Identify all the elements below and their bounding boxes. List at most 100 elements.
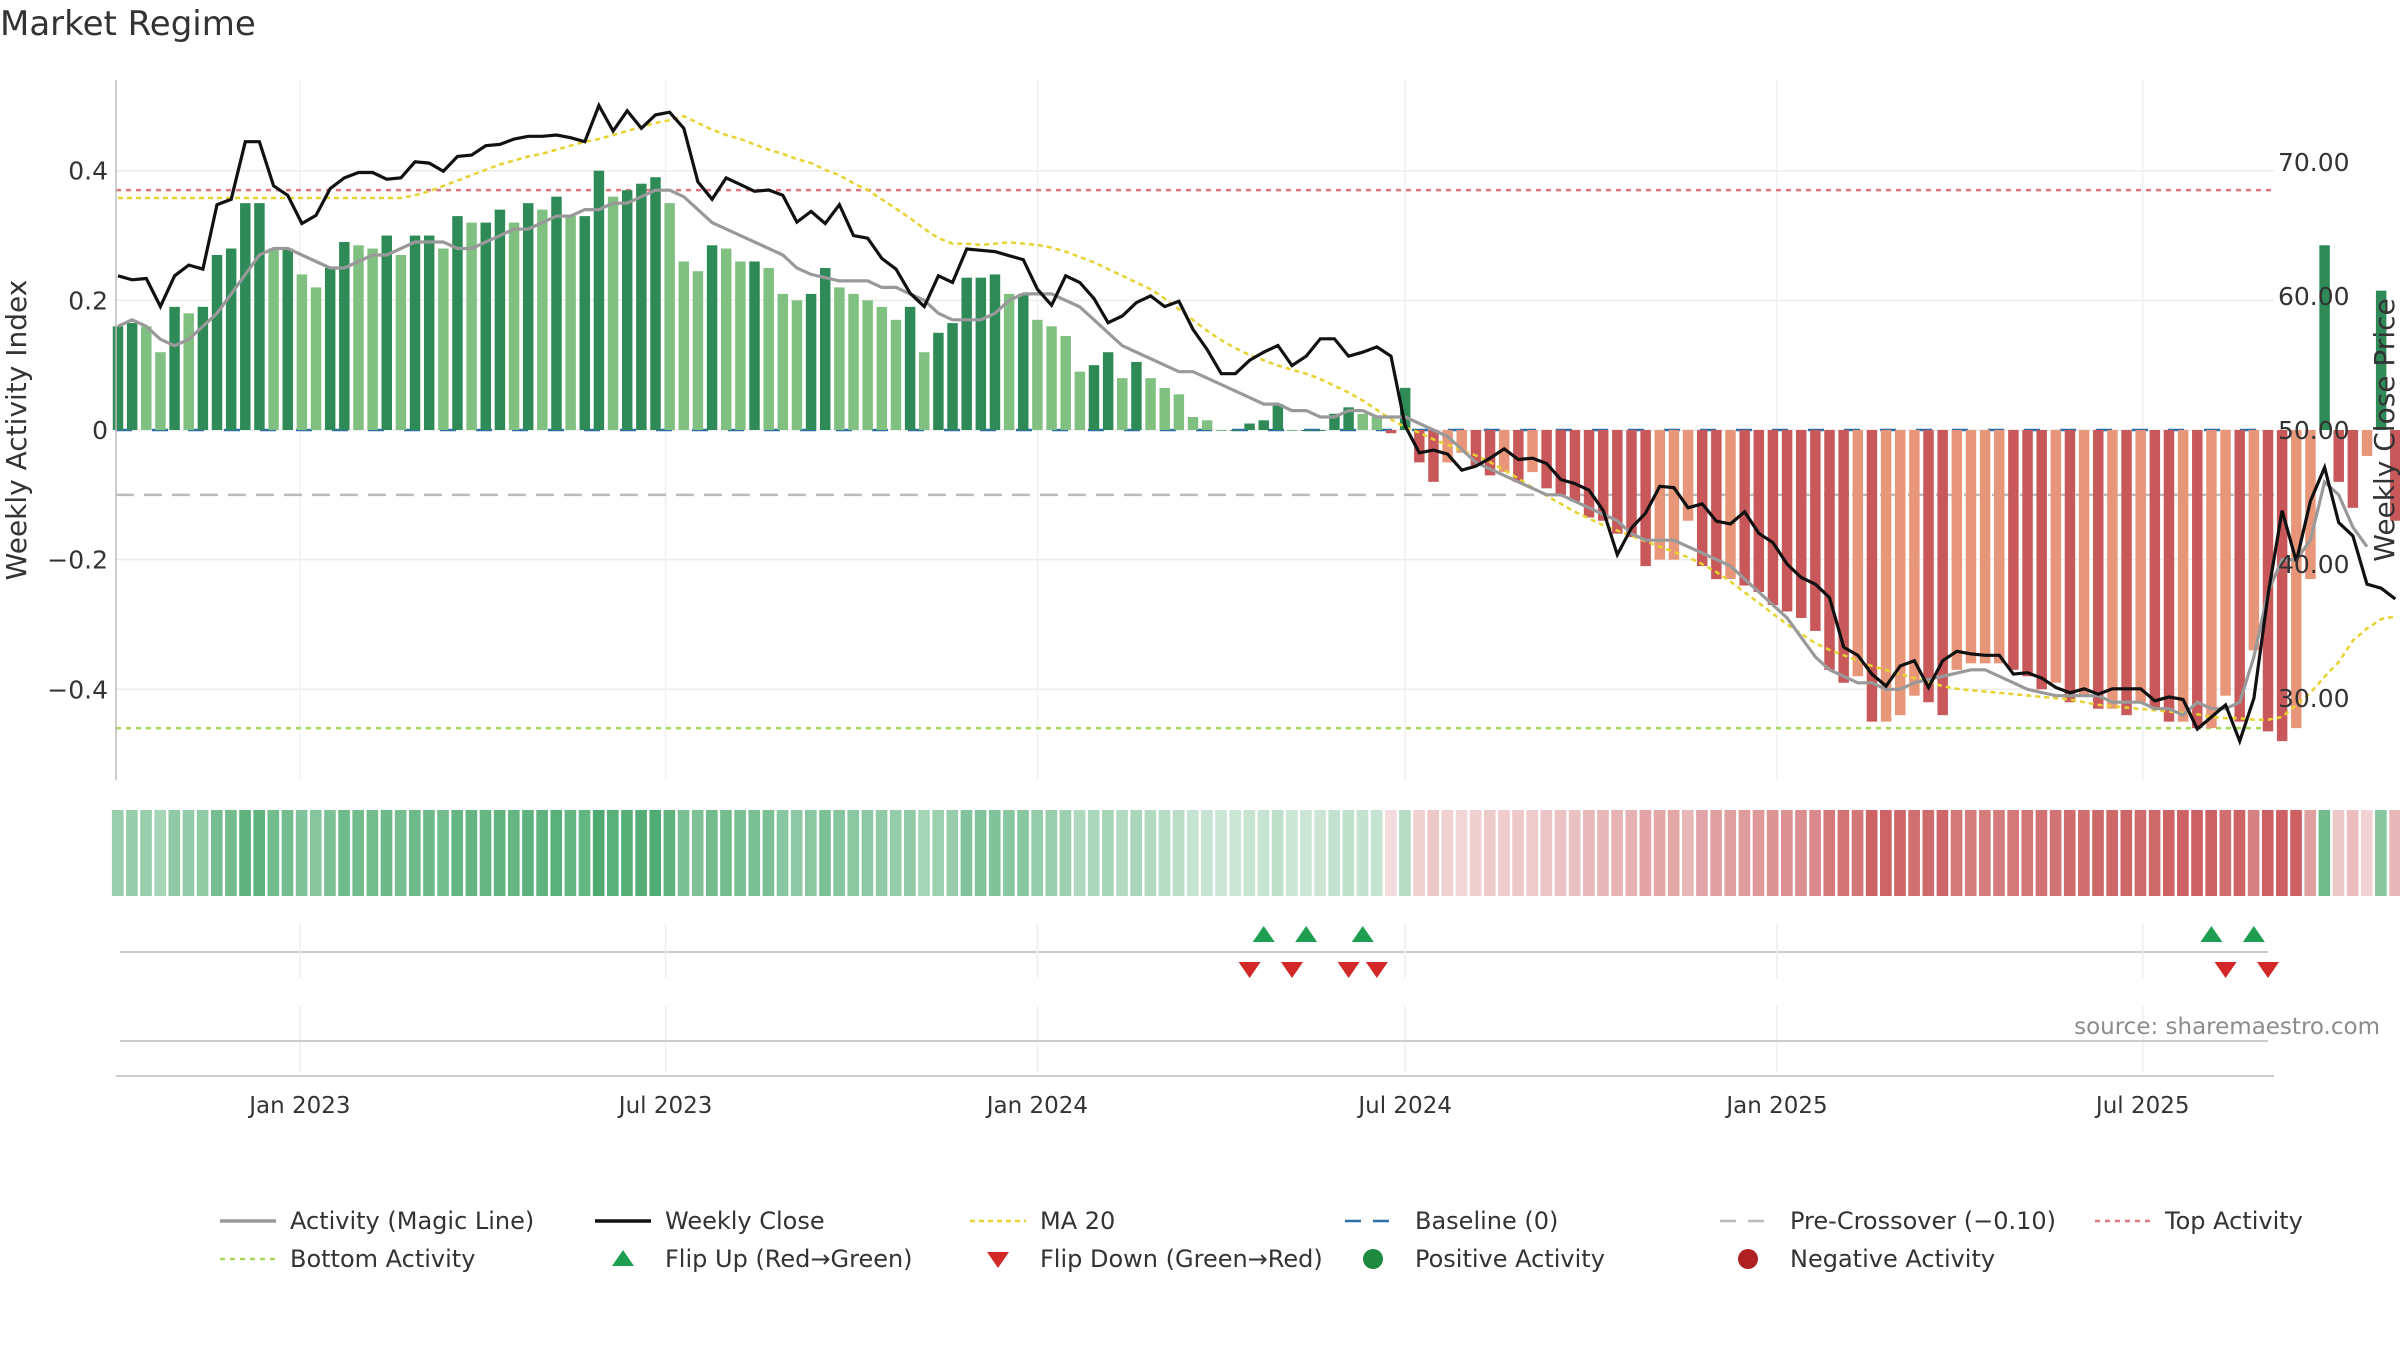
activity-bar (1513, 430, 1524, 482)
regime-cell (2035, 810, 2048, 896)
activity-bar (254, 203, 265, 430)
activity-bar (678, 261, 690, 430)
activity-bar (141, 326, 152, 430)
regime-cell (1059, 810, 1072, 896)
regime-cell (2219, 810, 2232, 896)
activity-bar (933, 332, 944, 430)
activity-bar (367, 248, 378, 430)
regime-cell (833, 810, 845, 896)
legend-item-ma20: MA 20 (968, 1204, 1115, 1238)
right-axis-label: Weekly Close Price (2368, 298, 2400, 561)
empty-panel (116, 1006, 2274, 1077)
regime-cell (706, 810, 718, 896)
activity-bar (579, 216, 591, 430)
x-axis-ticks: Jan 2023 Jul 2023 Jan 2024 Jul 2024 Jan 2025… (247, 1093, 2189, 1119)
regime-cell (1215, 810, 1227, 896)
activity-bar (820, 267, 831, 430)
legend-label: Baseline (0) (1415, 1207, 1559, 1235)
regime-cell (2205, 810, 2217, 896)
regime-cell (621, 810, 633, 896)
legend-symbol-bottom (220, 1257, 276, 1261)
legend-label: Flip Down (Green→Red) (1040, 1245, 1323, 1273)
regime-cell (663, 810, 676, 896)
regime-cell (111, 810, 124, 896)
activity-bar (749, 261, 760, 430)
regime-cell (451, 810, 464, 896)
activity-bar (1951, 430, 1963, 670)
activity-bar (1541, 430, 1552, 489)
activity-bar (452, 216, 463, 430)
activity-bar (155, 352, 166, 430)
activity-bar (1131, 361, 1142, 430)
activity-bar (310, 287, 322, 430)
right-tick-label: 50.00 (2278, 416, 2350, 445)
activity-bar (1852, 430, 1864, 677)
activity-bar (1640, 430, 1651, 567)
activity-bar (947, 323, 958, 430)
regime-cell (182, 810, 195, 896)
regime-cell (1512, 810, 1524, 896)
regime-cell (606, 810, 619, 896)
regime-cell (1257, 810, 1270, 896)
regime-cell (366, 810, 379, 896)
activity-bar (466, 222, 477, 430)
regime-cell (2261, 810, 2274, 896)
activity-bar (735, 261, 746, 430)
regime-cell (196, 810, 209, 896)
activity-bar (1866, 430, 1878, 722)
activity-bar (522, 203, 534, 430)
activity-bar (240, 203, 251, 430)
activity-bar (1371, 417, 1383, 430)
regime-cell (734, 810, 746, 896)
activity-bar (1300, 430, 1312, 431)
regime-cell (932, 810, 944, 896)
regime-cell (493, 810, 506, 896)
regime-cell (225, 810, 237, 896)
activity-bar (1739, 430, 1750, 586)
activity-bar (2375, 290, 2387, 430)
legend-item-flipup: Flip Up (Red→Green) (593, 1242, 913, 1276)
activity-bar (1399, 387, 1411, 430)
regime-cell (1894, 810, 1906, 896)
regime-cell (168, 810, 181, 896)
activity-bar (2078, 430, 2090, 696)
regime-cell (1837, 810, 1850, 896)
regime-cell (790, 810, 803, 896)
legend: Activity (Magic Line) Weekly Close MA 20 Ba… (0, 1204, 2400, 1284)
legend-label: Top Activity (2165, 1207, 2303, 1235)
activity-bar (268, 248, 279, 430)
regime-cell (1880, 810, 1892, 896)
regime-cell (479, 810, 492, 896)
activity-bar (353, 245, 364, 430)
activity-bar (1909, 430, 1920, 696)
regime-cell (210, 810, 223, 896)
regime-cell (1752, 810, 1765, 896)
regime-cell (1172, 810, 1185, 896)
regime-cell (861, 810, 874, 896)
regime-cell (2162, 810, 2175, 896)
activity-bar (381, 235, 392, 430)
activity-bar (1286, 430, 1298, 431)
activity-bar (890, 319, 902, 430)
activity-bar (551, 196, 562, 430)
activity-bar (1937, 430, 1948, 716)
regime-cell (1045, 810, 1058, 896)
activity-bar (2234, 430, 2245, 722)
activity-bar (1965, 430, 1977, 664)
legend-label: Pre-Crossover (−0.10) (1790, 1207, 2057, 1235)
regime-cell (1370, 810, 1383, 896)
regime-cell (1384, 810, 1397, 896)
activity-bar (1456, 430, 1467, 453)
legend-symbol-neg (1738, 1249, 1758, 1269)
legend-item-pos: Positive Activity (1343, 1242, 1605, 1276)
activity-bar (1470, 430, 1482, 466)
regime-cell (2318, 810, 2331, 896)
activity-bar (126, 323, 138, 430)
regime-cell (1823, 810, 1836, 896)
regime-cell (1681, 810, 1694, 896)
activity-bar (395, 255, 407, 430)
regime-cell (1441, 810, 1454, 896)
regime-cell (1568, 810, 1581, 896)
regime-cell (1540, 810, 1553, 896)
regime-cell (1285, 810, 1298, 896)
